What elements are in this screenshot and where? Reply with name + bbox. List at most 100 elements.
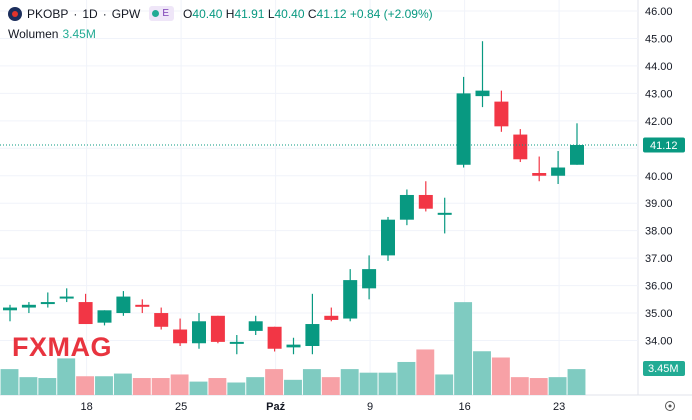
symbol-legend: PKOBP · 1D · GPW E O40.40 H41.91 L40.40 … xyxy=(8,6,433,21)
volume-bar xyxy=(132,378,151,395)
symbol-interval[interactable]: 1D xyxy=(82,6,98,21)
last-price-label: 41.12 xyxy=(650,140,678,152)
price-tick-label: 40.00 xyxy=(645,171,673,183)
price-tick-label: 35.00 xyxy=(645,308,673,320)
volume-bar xyxy=(151,378,170,395)
volume-bar xyxy=(548,377,567,395)
volume-bar xyxy=(19,377,38,395)
volume-bar xyxy=(246,377,265,395)
price-tick-label: 42.00 xyxy=(645,116,673,128)
volume-bar xyxy=(378,372,397,395)
volume-bar xyxy=(454,302,473,395)
price-tick-label: 36.00 xyxy=(645,281,673,293)
time-tick-label: 16 xyxy=(458,401,470,413)
candle xyxy=(286,337,301,355)
candle xyxy=(248,315,263,336)
volume-bar xyxy=(491,357,510,395)
volume-bar xyxy=(113,373,132,395)
fxmag-watermark: FXMAG xyxy=(12,332,112,362)
axis-settings-icon[interactable] xyxy=(664,400,676,412)
volume-bar xyxy=(416,349,435,395)
earnings-badge[interactable]: E xyxy=(149,6,175,21)
volume-bar xyxy=(340,369,359,395)
volume-tag-label: 3.45M xyxy=(648,363,679,375)
status-dot-icon xyxy=(152,10,160,17)
candle xyxy=(3,304,17,322)
candle xyxy=(305,293,320,355)
candle xyxy=(210,315,225,344)
volume-bar xyxy=(567,369,586,395)
volume-bar xyxy=(170,374,189,395)
candle xyxy=(437,197,452,234)
candle xyxy=(475,41,490,108)
low-value: 40.40 xyxy=(274,6,305,21)
time-axis[interactable]: 18 25 Paź 9 16 23 xyxy=(80,401,565,413)
volume-tag: 3.45M xyxy=(643,361,685,376)
price-tick-label: 34.00 xyxy=(645,336,673,348)
price-tick-label: 39.00 xyxy=(645,198,673,210)
volume-label: Wolumen xyxy=(8,27,59,41)
symbol-separator: · xyxy=(102,6,107,21)
pkobp-logo-icon xyxy=(8,6,22,21)
volume-bar xyxy=(321,377,340,395)
candle xyxy=(362,255,377,300)
volume-bar xyxy=(208,378,227,395)
candle xyxy=(21,302,36,314)
time-tick-label: 23 xyxy=(553,401,565,413)
volume-bar xyxy=(38,378,57,395)
candlesticks xyxy=(3,41,584,355)
candle xyxy=(399,189,414,226)
ohlc-values: O40.40 H41.91 L40.40 C41.12 +0.84 (+2.09… xyxy=(183,6,433,21)
volume-bar xyxy=(359,372,378,395)
volume-bar xyxy=(189,381,208,395)
candle xyxy=(494,90,509,132)
last-price-tag: 41.12 xyxy=(643,137,685,153)
candle xyxy=(324,307,339,322)
volume-bar xyxy=(397,361,416,395)
candle xyxy=(229,335,244,355)
candle xyxy=(40,292,55,308)
candle xyxy=(192,313,206,349)
price-tick-label: 37.00 xyxy=(645,253,673,265)
volume-legend[interactable]: Wolumen 3.45M xyxy=(8,27,96,41)
candle xyxy=(78,293,93,325)
volume-bar xyxy=(510,377,529,395)
candle xyxy=(456,76,471,168)
price-tick-label: 46.00 xyxy=(645,6,673,18)
price-tick-label: 43.00 xyxy=(645,88,673,100)
time-tick-label: 25 xyxy=(175,401,187,413)
volume-bar xyxy=(265,369,284,395)
candle xyxy=(551,151,566,184)
change-value: +0.84 (+2.09%) xyxy=(349,6,433,21)
volume-value: 3.45M xyxy=(62,27,96,41)
price-tick-label: 44.00 xyxy=(645,61,673,73)
symbol-separator: · xyxy=(73,6,78,21)
candle xyxy=(570,123,584,165)
candle xyxy=(267,326,282,352)
candle xyxy=(116,291,131,316)
candle xyxy=(513,129,528,163)
candle xyxy=(97,310,112,326)
volume-bar xyxy=(227,382,246,395)
time-tick-label: 18 xyxy=(80,401,92,413)
volume-bar xyxy=(57,358,76,395)
candle xyxy=(343,269,358,322)
volume-bar xyxy=(529,378,548,395)
volume-bar xyxy=(284,379,302,395)
volume-bar xyxy=(95,376,113,395)
price-tick-label: 45.00 xyxy=(645,33,673,45)
time-tick-label: 9 xyxy=(367,401,373,413)
volume-bars xyxy=(0,302,586,395)
volume-bar xyxy=(0,369,19,395)
volume-bar xyxy=(473,351,491,395)
candle xyxy=(532,156,547,182)
earnings-badge-label: E xyxy=(162,8,170,19)
symbol-name[interactable]: PKOBP xyxy=(27,6,69,21)
candle xyxy=(59,288,74,303)
volume-bar xyxy=(76,376,95,395)
symbol-exchange: GPW xyxy=(111,6,141,21)
price-axis[interactable]: 46.0045.0044.0043.0042.0041.0040.0039.00… xyxy=(645,6,673,348)
candle xyxy=(418,181,433,212)
volume-bar xyxy=(302,369,321,395)
